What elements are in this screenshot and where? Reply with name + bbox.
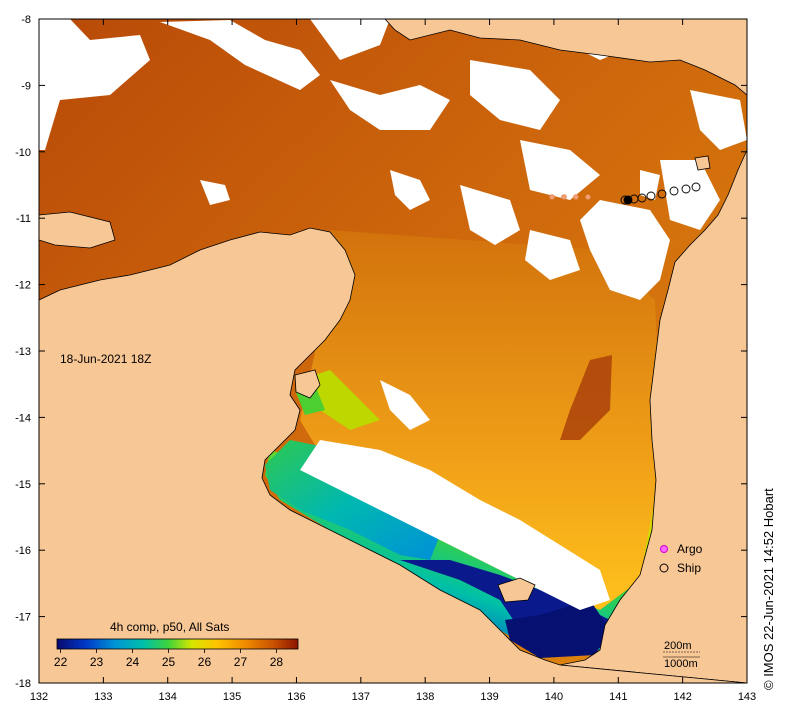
colorbar-tick-label: 24 — [126, 655, 140, 669]
ship-marker — [657, 189, 667, 199]
colorbar-tick-label: 27 — [234, 655, 248, 669]
credit-label: © IMOS 22-Jun-2021 14:52 Hobart — [761, 488, 776, 690]
timestamp-label: 18-Jun-2021 18Z — [60, 352, 151, 366]
argo-marker — [549, 194, 555, 200]
isobath-1000m-label: 1000m — [664, 658, 698, 670]
ship-marker — [681, 184, 691, 194]
lon-tick-label: 136 — [287, 691, 305, 703]
colorbar-tick-label: 28 — [270, 655, 284, 669]
ship-marker — [637, 193, 647, 203]
marker-legend: Argo Ship — [659, 542, 703, 575]
ship-track — [620, 182, 701, 205]
cloud-mask — [39, 19, 747, 610]
isobath-legend: 200m 1000m — [663, 640, 700, 670]
lat-tick-label: -9 — [21, 80, 31, 92]
ship-legend-label: Ship — [677, 561, 701, 575]
groote-eylandt — [294, 369, 321, 399]
argo-legend-label: Argo — [677, 542, 703, 556]
lon-tick-label: 142 — [673, 691, 691, 703]
argo-marker — [573, 194, 579, 200]
tiwi-island — [38, 211, 116, 249]
lon-tick-label: 134 — [159, 691, 177, 703]
colorbar-tick-label: 25 — [162, 655, 176, 669]
colorbar-tick-label: 22 — [54, 655, 68, 669]
mornington-island — [497, 577, 536, 603]
lon-tick-label: 140 — [545, 691, 563, 703]
lon-tick-label: 133 — [94, 691, 112, 703]
lon-tick-label: 138 — [416, 691, 434, 703]
colorbar-tick-label: 23 — [90, 655, 104, 669]
argo-marker — [585, 194, 591, 200]
colorbar-title: 4h comp, p50, All Sats — [110, 620, 229, 634]
lon-tick-label: 135 — [223, 691, 241, 703]
lon-tick-label: 143 — [738, 691, 756, 703]
lat-tick-label: -8 — [21, 14, 31, 26]
argo-legend-icon — [660, 545, 668, 553]
argo-marker — [561, 194, 567, 200]
lat-tick-label: -17 — [15, 612, 31, 624]
colorbar-tick-label: 26 — [198, 655, 212, 669]
new-guinea-coast — [384, 18, 748, 96]
lat-tick-label: -10 — [15, 147, 31, 159]
arnhem-land-coast — [38, 227, 748, 684]
lat-tick-label: -11 — [16, 213, 31, 225]
colorbar: 4h comp, p50, All Sats 22 23 24 25 26 27 28 — [54, 620, 299, 669]
lat-tick-label: -12 — [15, 280, 31, 292]
torres-island — [694, 155, 711, 171]
cold-southern-water-2 — [505, 600, 610, 658]
lon-tick-label: 137 — [352, 691, 370, 703]
cape-york-coast — [559, 149, 748, 684]
colorbar-ramp — [56, 638, 299, 650]
lon-tick-label: 141 — [609, 691, 627, 703]
argo-track — [549, 194, 591, 200]
ship-marker — [646, 191, 656, 201]
lat-tick-label: -16 — [15, 545, 31, 557]
lat-tick-label: -14 — [15, 412, 31, 424]
lat-tick-label: -15 — [15, 479, 31, 491]
ship-marker — [669, 186, 679, 196]
warm-streak — [560, 355, 612, 440]
landmass — [38, 18, 748, 684]
lon-tick-label: 139 — [480, 691, 498, 703]
gulf-sst-field — [300, 230, 660, 610]
lat-tick-label: -13 — [15, 346, 31, 358]
ship-marker — [691, 182, 701, 192]
isobath-200m-label: 200m — [664, 640, 692, 652]
lat-tick-label: -18 — [15, 678, 31, 690]
ship-legend-icon — [659, 563, 669, 573]
lon-tick-label: 132 — [30, 691, 48, 703]
